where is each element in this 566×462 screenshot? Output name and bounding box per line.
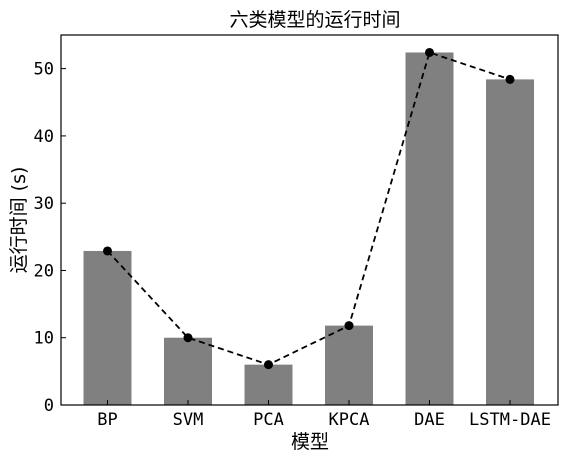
line-point-KPCA xyxy=(344,321,354,331)
plot-frame xyxy=(60,34,559,406)
bar-BP xyxy=(83,250,132,405)
line-point-BP xyxy=(103,246,112,256)
line-point-LSTM-DAE xyxy=(505,74,515,84)
bar-PCA xyxy=(244,364,293,405)
y-axis-label: 运行时间 (s) xyxy=(8,167,30,274)
bar-DAE xyxy=(405,52,454,406)
x-tick-label: DAE xyxy=(414,410,445,430)
x-tick-label: SVM xyxy=(173,410,204,430)
line-point-PCA xyxy=(264,360,273,370)
x-tick-label: LSTM-DAE xyxy=(469,410,551,430)
line-point-SVM xyxy=(183,333,193,343)
bars-group xyxy=(83,52,534,406)
y-tick-label: 10 xyxy=(34,329,54,349)
line-series-group xyxy=(103,47,515,370)
x-tick-label: KPCA xyxy=(329,410,370,430)
x-axis-ticks: BP SVM PCA KPCA DAE LSTM-DAE xyxy=(97,400,551,430)
bar-LSTM-DAE xyxy=(486,79,534,406)
chart-title: 六类模型的运行时间 xyxy=(229,9,400,31)
y-tick-label: 0 xyxy=(44,396,54,416)
y-tick-label: 20 xyxy=(34,261,54,281)
x-axis-label: 模型 xyxy=(291,431,329,453)
bar-SVM xyxy=(164,337,212,405)
bar-KPCA xyxy=(325,325,373,405)
y-tick-label: 30 xyxy=(34,194,54,214)
x-tick-label: BP xyxy=(97,410,117,430)
x-tick-label: PCA xyxy=(253,410,284,430)
dashed-line-series xyxy=(106,51,511,366)
y-tick-label: 40 xyxy=(34,127,54,147)
y-tick-label: 50 xyxy=(34,60,54,80)
line-point-DAE xyxy=(425,47,434,57)
y-axis-ticks: 0 10 20 30 40 50 xyxy=(34,60,66,416)
